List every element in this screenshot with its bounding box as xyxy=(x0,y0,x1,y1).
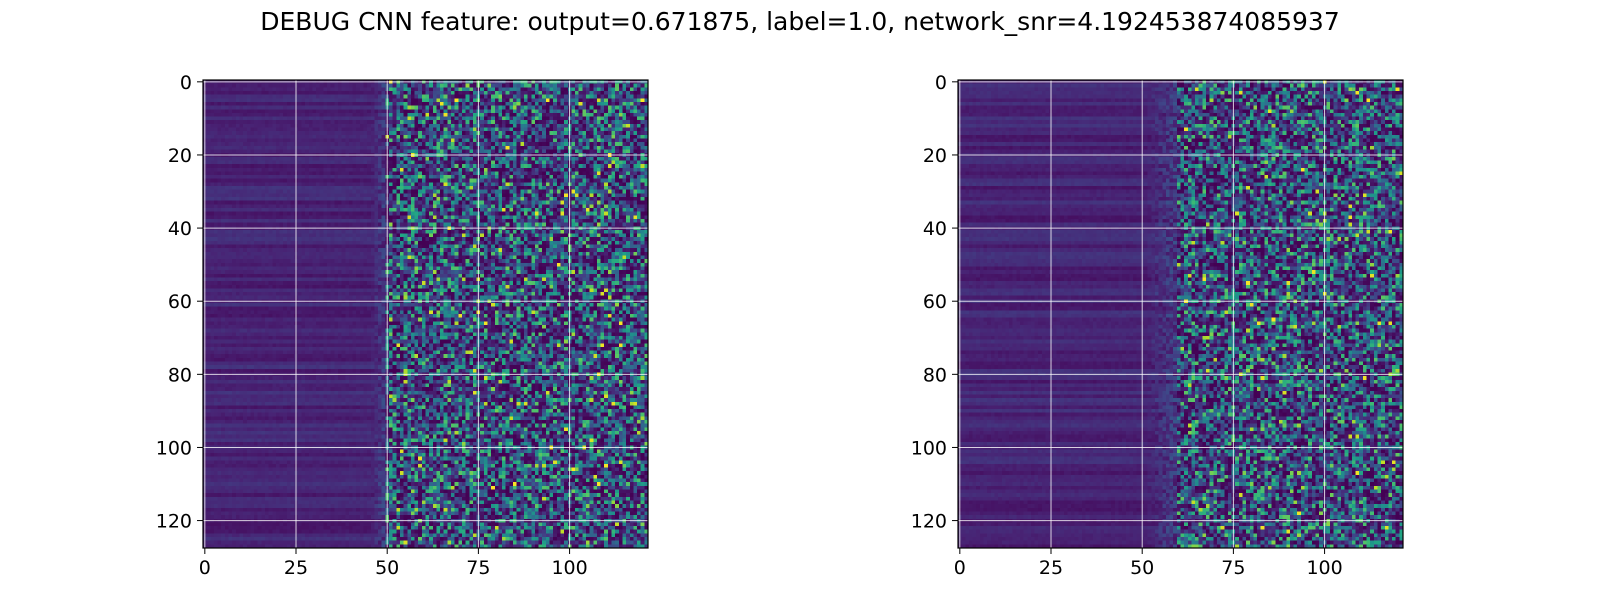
heatmap-right-y-ticks: 0 20 40 60 80 100 120 xyxy=(911,72,958,533)
y-tick-label: 100 xyxy=(156,437,192,459)
y-tick-label: 40 xyxy=(923,218,947,240)
x-tick-label: 100 xyxy=(1306,557,1342,579)
y-tick-label: 80 xyxy=(923,364,947,386)
x-tick-label: 25 xyxy=(284,557,308,579)
heatmap-right-cells xyxy=(958,80,1403,548)
y-tick-label: 120 xyxy=(156,511,192,533)
y-tick-label: 60 xyxy=(168,291,192,313)
y-tick-label: 0 xyxy=(935,72,947,94)
heatmap-right-frame xyxy=(957,79,1404,549)
y-tick-label: 80 xyxy=(168,364,192,386)
x-tick-label: 0 xyxy=(954,557,966,579)
x-tick-label: 100 xyxy=(551,557,587,579)
axes-frame xyxy=(202,79,649,549)
heatmap-left-grid xyxy=(203,80,648,548)
heatmap-right-image xyxy=(958,80,1403,548)
y-tick-label: 120 xyxy=(911,511,947,533)
x-tick-label: 0 xyxy=(199,557,211,579)
y-tick-label: 40 xyxy=(168,218,192,240)
y-tick-label: 60 xyxy=(923,291,947,313)
heatmap-left-image xyxy=(203,80,648,548)
heatmap-left-frame xyxy=(202,79,649,549)
x-tick-label: 50 xyxy=(1130,557,1154,579)
heatmap-left-cells xyxy=(203,80,648,548)
heatmap-right-x-ticks: 0 25 50 75 100 xyxy=(954,548,1343,579)
heatmap-left-x-ticks: 0 25 50 75 100 xyxy=(199,548,588,579)
x-tick-label: 25 xyxy=(1039,557,1063,579)
figure-title: DEBUG CNN feature: output=0.671875, labe… xyxy=(260,7,1340,36)
heatmap-right-grid xyxy=(958,80,1403,548)
y-tick-label: 20 xyxy=(168,145,192,167)
axes-frame xyxy=(957,79,1404,549)
x-tick-label: 50 xyxy=(375,557,399,579)
heatmap-left-y-ticks: 0 20 40 60 80 100 120 xyxy=(156,72,203,533)
y-tick-label: 0 xyxy=(180,72,192,94)
x-tick-label: 75 xyxy=(1221,557,1245,579)
x-tick-label: 75 xyxy=(466,557,490,579)
y-tick-label: 100 xyxy=(911,437,947,459)
y-tick-label: 20 xyxy=(923,145,947,167)
